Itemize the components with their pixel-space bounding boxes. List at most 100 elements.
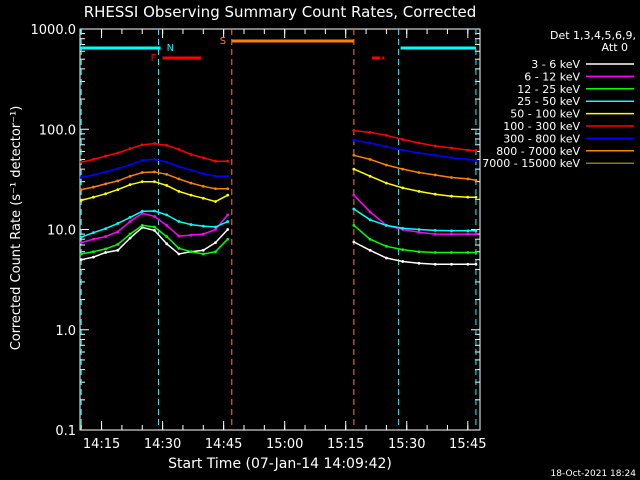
- data-point: [368, 131, 372, 134]
- data-point: [165, 242, 169, 246]
- data-point: [116, 188, 120, 192]
- data-point: [92, 158, 95, 161]
- data-point: [92, 173, 95, 177]
- data-point: [153, 215, 156, 218]
- data-point: [368, 141, 372, 145]
- data-point: [433, 173, 437, 177]
- data-point: [450, 156, 453, 160]
- data-point: [368, 174, 372, 178]
- data-point: [128, 163, 132, 167]
- data-point: [92, 255, 95, 259]
- data-point: [165, 235, 169, 238]
- legend-label: 6 - 12 keV: [524, 70, 580, 83]
- data-point: [450, 262, 453, 266]
- data-point: [433, 228, 437, 232]
- data-point: [352, 193, 356, 197]
- data-point: [466, 195, 470, 199]
- data-point: [116, 243, 120, 246]
- legend-label: 50 - 100 keV: [510, 108, 580, 121]
- data-point: [153, 225, 156, 229]
- series-line-1b: [353, 194, 476, 235]
- data-point: [128, 220, 132, 223]
- data-point: [214, 174, 217, 178]
- data-point: [177, 252, 181, 256]
- data-point: [474, 149, 478, 153]
- data-point: [201, 232, 205, 236]
- data-point: [128, 147, 132, 151]
- saa-label: S: [220, 36, 226, 47]
- data-point: [165, 172, 169, 176]
- data-point: [189, 250, 193, 254]
- data-point: [116, 151, 120, 155]
- data-point: [153, 228, 156, 232]
- data-point: [104, 247, 108, 251]
- data-point: [79, 252, 83, 256]
- data-point: [474, 251, 478, 254]
- data-point: [433, 232, 437, 236]
- data-point: [417, 189, 421, 193]
- data-point: [201, 224, 205, 228]
- legend-label: 12 - 25 keV: [517, 83, 580, 96]
- series-line-0a: [81, 226, 229, 261]
- data-point: [104, 235, 108, 238]
- data-point: [352, 223, 356, 227]
- x-tick-label: 15:00: [266, 437, 303, 452]
- data-point: [177, 147, 181, 151]
- data-point: [116, 222, 120, 225]
- data-point: [352, 153, 356, 157]
- legend-label: 800 - 7000 keV: [496, 145, 580, 158]
- data-point: [474, 229, 478, 233]
- data-point: [214, 200, 217, 203]
- data-point: [153, 180, 156, 184]
- legend-header-line2: Att 0: [602, 41, 628, 54]
- data-point: [352, 240, 356, 244]
- data-point: [165, 213, 169, 217]
- data-point: [352, 129, 356, 132]
- data-point: [226, 237, 230, 241]
- y-tick-label: 100.0: [39, 123, 76, 138]
- data-point: [450, 194, 453, 198]
- footer-date: 18-Oct-2021 18:24: [551, 469, 637, 479]
- legend-header-line1: Det 1,3,4,5,6,9,: [550, 29, 636, 42]
- series-line-3b: [353, 208, 476, 232]
- data-point: [153, 142, 156, 145]
- x-tick-label: 15:15: [327, 437, 364, 452]
- data-point: [226, 187, 230, 191]
- data-point: [466, 251, 470, 254]
- series-layer: [79, 129, 478, 266]
- data-point: [92, 195, 95, 199]
- data-point: [79, 160, 83, 164]
- data-point: [214, 241, 217, 245]
- data-point: [79, 235, 83, 239]
- data-point: [401, 248, 405, 252]
- data-point: [128, 236, 132, 240]
- data-point: [116, 230, 120, 234]
- data-point: [128, 174, 132, 178]
- data-point: [140, 209, 144, 213]
- data-point: [433, 153, 437, 157]
- data-point: [214, 225, 217, 229]
- data-point: [140, 211, 144, 215]
- data-point: [79, 258, 83, 262]
- data-point: [385, 223, 388, 227]
- data-point: [368, 158, 372, 161]
- data-point: [368, 210, 372, 214]
- x-tick-label: 15:45: [449, 437, 486, 452]
- data-point: [474, 195, 478, 199]
- x-tick-label: 14:45: [205, 437, 242, 452]
- data-point: [466, 177, 470, 181]
- data-point: [201, 248, 205, 252]
- data-point: [189, 168, 193, 172]
- data-point: [401, 148, 405, 152]
- data-point: [104, 154, 108, 158]
- data-point: [226, 228, 230, 231]
- data-point: [189, 181, 193, 185]
- data-point: [214, 250, 217, 254]
- data-point: [433, 144, 437, 148]
- data-point: [177, 189, 181, 193]
- data-point: [116, 179, 120, 183]
- data-point: [79, 241, 83, 245]
- data-point: [401, 260, 405, 263]
- data-point: [417, 230, 421, 234]
- data-point: [165, 184, 169, 187]
